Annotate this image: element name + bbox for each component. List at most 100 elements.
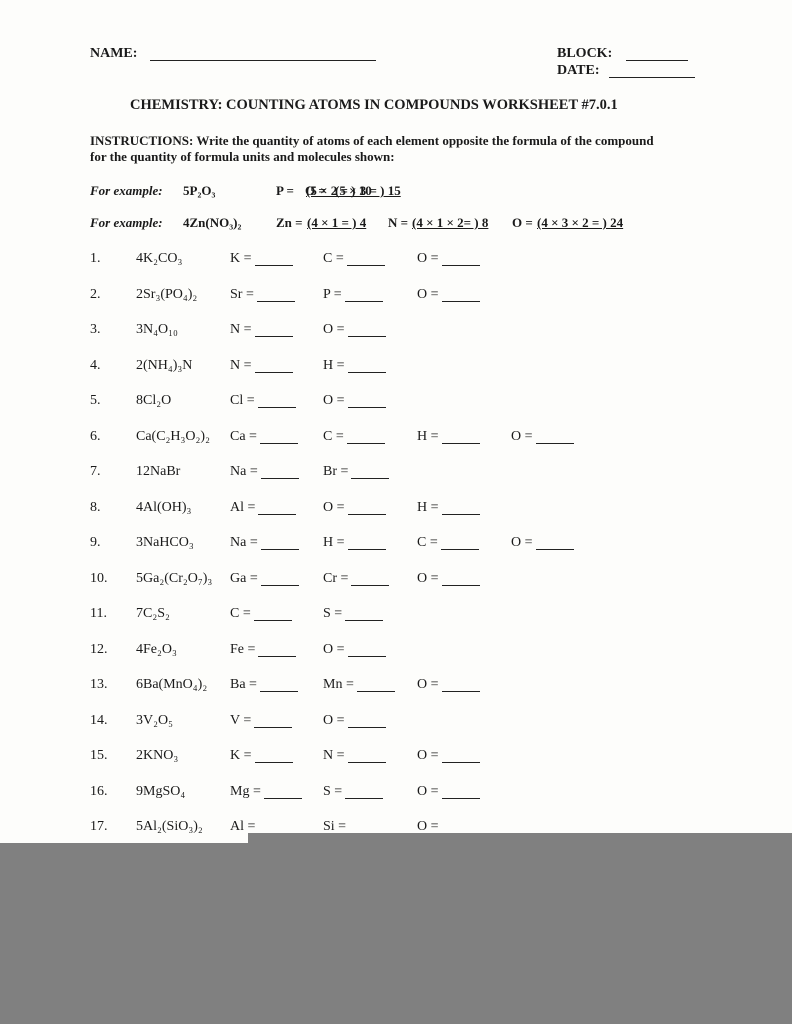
element-label: C = xyxy=(323,428,344,444)
name-label: NAME: xyxy=(90,46,138,61)
element-label: Br = xyxy=(323,464,349,479)
item-formula: 3N₄O₁₀ xyxy=(136,322,178,337)
answer-blank xyxy=(351,478,389,479)
example-answer: (5 × 2 = ) 10 xyxy=(306,183,372,198)
answer-blank xyxy=(536,442,574,444)
element-label: Al = xyxy=(230,819,256,834)
answer-blank xyxy=(442,762,480,763)
element-label: Ga = xyxy=(230,570,258,586)
item-number: 15. xyxy=(90,748,108,763)
item-number: 9. xyxy=(90,535,101,550)
element-label: Na = xyxy=(230,464,258,479)
block-blank xyxy=(626,60,688,61)
example-formula: 4Zn(NO₃)₂ xyxy=(183,215,242,230)
item-number: 12. xyxy=(90,641,108,657)
item-formula: Ca(C₂H₃O₂)₂ xyxy=(136,428,210,444)
answer-blank xyxy=(348,407,386,408)
item-number: 1. xyxy=(90,251,101,266)
scan-cover xyxy=(0,843,792,1024)
item-formula: 6Ba(MnO₄)₂ xyxy=(136,677,208,692)
element-label: O = xyxy=(417,783,439,799)
answer-blank xyxy=(258,407,296,408)
element-label: Cr = xyxy=(323,570,349,586)
item-formula: 2Sr₃(PO₄)₂ xyxy=(136,286,198,302)
answer-blank xyxy=(261,549,299,550)
example-answer: (4 × 3 × 2 = ) 24 xyxy=(537,215,624,230)
example-element: N = xyxy=(388,215,409,230)
date-blank xyxy=(609,77,695,78)
example-element: O = xyxy=(512,215,533,230)
scan-cover xyxy=(248,833,792,845)
element-label: H = xyxy=(323,357,345,373)
item-formula: 8Cl₂O xyxy=(136,393,172,408)
example-formula: 5P₂O₃ xyxy=(183,183,216,198)
answer-blank xyxy=(442,300,480,302)
element-label: O = xyxy=(417,677,439,692)
element-label: H = xyxy=(417,428,439,444)
block-label: BLOCK: xyxy=(557,46,613,61)
answer-blank xyxy=(442,584,480,586)
answer-blank xyxy=(348,655,386,657)
element-label: N = xyxy=(230,357,252,373)
item-formula: 2KNO₃ xyxy=(136,748,179,763)
item-number: 7. xyxy=(90,464,101,479)
item-number: 17. xyxy=(90,819,108,834)
element-label: O = xyxy=(511,428,533,444)
element-label: Mn = xyxy=(323,677,354,692)
answer-blank xyxy=(255,371,293,373)
title: CHEMISTRY: COUNTING ATOMS IN COMPOUNDS W… xyxy=(130,97,618,113)
answer-blank xyxy=(357,691,395,692)
item-formula: 4Al(OH)₃ xyxy=(136,499,192,515)
answer-blank xyxy=(260,691,298,692)
example-element: O = xyxy=(305,183,326,198)
element-label: C = xyxy=(323,251,344,266)
answer-blank xyxy=(255,265,293,266)
item-formula: 9MgSO₄ xyxy=(136,783,186,799)
example-label: For example: xyxy=(90,183,163,198)
element-label: O = xyxy=(323,712,345,728)
item-formula: 5Ga₂(Cr₂O₇)₃ xyxy=(136,570,213,586)
answer-blank xyxy=(264,797,302,799)
answer-blank xyxy=(261,478,299,479)
example-answer: (5 × 3 = ) 15 xyxy=(335,183,401,198)
item-number: 4. xyxy=(90,357,101,373)
element-label: Si = xyxy=(323,819,347,834)
answer-blank xyxy=(348,549,386,550)
element-label: Mg = xyxy=(230,783,261,799)
item-number: 16. xyxy=(90,783,108,799)
item-formula: 3V₂O₅ xyxy=(136,712,173,728)
element-label: Fe = xyxy=(230,641,256,657)
element-label: O = xyxy=(323,322,345,337)
element-label: Ca = xyxy=(230,428,257,444)
answer-blank xyxy=(442,442,480,444)
answer-blank xyxy=(255,762,293,763)
answer-blank xyxy=(345,300,383,302)
element-label: K = xyxy=(230,748,252,763)
element-label: O = xyxy=(323,393,345,408)
answer-blank xyxy=(348,726,386,728)
item-number: 8. xyxy=(90,499,101,515)
answer-blank xyxy=(345,797,383,799)
answer-blank xyxy=(254,726,292,728)
item-number: 10. xyxy=(90,570,108,586)
example-answer: (4 × 1 × 2= ) 8 xyxy=(412,215,489,230)
element-label: S = xyxy=(323,783,343,799)
answer-blank xyxy=(441,549,479,550)
answer-blank xyxy=(536,549,574,550)
item-number: 13. xyxy=(90,677,108,692)
answer-blank xyxy=(442,691,480,692)
example-answer: (4 × 1 = ) 4 xyxy=(307,215,367,230)
element-label: O = xyxy=(417,251,439,266)
element-label: O = xyxy=(323,499,345,515)
element-label: O = xyxy=(417,819,439,834)
answer-blank xyxy=(442,265,480,266)
answer-blank xyxy=(348,371,386,373)
item-formula: 12NaBr xyxy=(136,464,181,479)
instructions-text: Write the quantity of atoms of each elem… xyxy=(90,133,654,164)
element-label: C = xyxy=(417,535,438,550)
answer-blank xyxy=(254,620,292,621)
answer-blank xyxy=(261,584,299,586)
answer-blank xyxy=(345,620,383,621)
element-label: O = xyxy=(417,570,439,586)
item-formula: 7C₂S₂ xyxy=(136,606,170,621)
